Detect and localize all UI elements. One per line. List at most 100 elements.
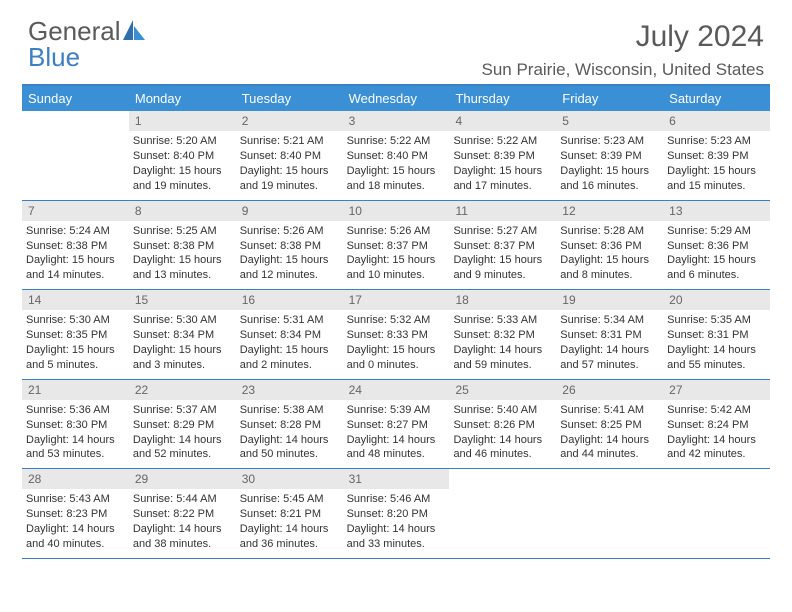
day-body: Sunrise: 5:30 AMSunset: 8:34 PMDaylight:… — [129, 310, 236, 378]
day-line-ss: Sunset: 8:30 PM — [26, 418, 125, 433]
day-cell: 13Sunrise: 5:29 AMSunset: 8:36 PMDayligh… — [663, 201, 770, 290]
day-line-d1: Daylight: 14 hours — [667, 433, 766, 448]
day-line-d1: Daylight: 15 hours — [667, 164, 766, 179]
day-line-d2: and 48 minutes. — [347, 447, 446, 462]
day-cell: 6Sunrise: 5:23 AMSunset: 8:39 PMDaylight… — [663, 111, 770, 200]
page-title: July 2024 — [636, 20, 764, 54]
day-line-sr: Sunrise: 5:35 AM — [667, 313, 766, 328]
day-line-ss: Sunset: 8:35 PM — [26, 328, 125, 343]
col-header-wednesday: Wednesday — [343, 86, 450, 111]
day-line-d1: Daylight: 14 hours — [133, 433, 232, 448]
day-cell: 8Sunrise: 5:25 AMSunset: 8:38 PMDaylight… — [129, 201, 236, 290]
day-line-ss: Sunset: 8:21 PM — [240, 507, 339, 522]
day-line-sr: Sunrise: 5:45 AM — [240, 492, 339, 507]
day-line-d1: Daylight: 14 hours — [133, 522, 232, 537]
day-line-d1: Daylight: 14 hours — [453, 433, 552, 448]
day-line-ss: Sunset: 8:31 PM — [667, 328, 766, 343]
day-number: 9 — [236, 201, 343, 221]
day-line-d1: Daylight: 14 hours — [26, 433, 125, 448]
day-line-ss: Sunset: 8:26 PM — [453, 418, 552, 433]
day-number: 22 — [129, 380, 236, 400]
day-line-d2: and 38 minutes. — [133, 537, 232, 552]
col-header-monday: Monday — [129, 86, 236, 111]
day-line-sr: Sunrise: 5:20 AM — [133, 134, 232, 149]
day-cell: 9Sunrise: 5:26 AMSunset: 8:38 PMDaylight… — [236, 201, 343, 290]
day-line-sr: Sunrise: 5:32 AM — [347, 313, 446, 328]
day-line-ss: Sunset: 8:40 PM — [240, 149, 339, 164]
day-line-d2: and 19 minutes. — [240, 179, 339, 194]
day-body: Sunrise: 5:39 AMSunset: 8:27 PMDaylight:… — [343, 400, 450, 468]
day-cell: 4Sunrise: 5:22 AMSunset: 8:39 PMDaylight… — [449, 111, 556, 200]
week-row: 7Sunrise: 5:24 AMSunset: 8:38 PMDaylight… — [22, 201, 770, 291]
day-line-ss: Sunset: 8:27 PM — [347, 418, 446, 433]
day-line-d2: and 46 minutes. — [453, 447, 552, 462]
day-line-d2: and 55 minutes. — [667, 358, 766, 373]
day-cell: 1Sunrise: 5:20 AMSunset: 8:40 PMDaylight… — [129, 111, 236, 200]
day-line-d2: and 17 minutes. — [453, 179, 552, 194]
day-body: Sunrise: 5:35 AMSunset: 8:31 PMDaylight:… — [663, 310, 770, 378]
logo-text-2: Blue — [28, 42, 80, 72]
day-line-d1: Daylight: 14 hours — [667, 343, 766, 358]
day-body: Sunrise: 5:43 AMSunset: 8:23 PMDaylight:… — [22, 489, 129, 557]
day-line-d1: Daylight: 15 hours — [240, 343, 339, 358]
day-line-d2: and 2 minutes. — [240, 358, 339, 373]
day-line-sr: Sunrise: 5:21 AM — [240, 134, 339, 149]
day-body: Sunrise: 5:24 AMSunset: 8:38 PMDaylight:… — [22, 221, 129, 289]
day-line-ss: Sunset: 8:31 PM — [560, 328, 659, 343]
col-header-sunday: Sunday — [22, 86, 129, 111]
day-body: Sunrise: 5:42 AMSunset: 8:24 PMDaylight:… — [663, 400, 770, 468]
day-line-ss: Sunset: 8:39 PM — [667, 149, 766, 164]
day-line-d1: Daylight: 15 hours — [26, 253, 125, 268]
day-cell: 28Sunrise: 5:43 AMSunset: 8:23 PMDayligh… — [22, 469, 129, 558]
day-number: 26 — [556, 380, 663, 400]
day-number: 16 — [236, 290, 343, 310]
day-body: Sunrise: 5:26 AMSunset: 8:37 PMDaylight:… — [343, 221, 450, 289]
day-line-d2: and 44 minutes. — [560, 447, 659, 462]
day-cell — [663, 469, 770, 558]
day-cell: 30Sunrise: 5:45 AMSunset: 8:21 PMDayligh… — [236, 469, 343, 558]
day-line-ss: Sunset: 8:20 PM — [347, 507, 446, 522]
day-line-ss: Sunset: 8:33 PM — [347, 328, 446, 343]
day-number: 21 — [22, 380, 129, 400]
day-line-ss: Sunset: 8:39 PM — [560, 149, 659, 164]
day-line-d1: Daylight: 15 hours — [560, 164, 659, 179]
day-number: 17 — [343, 290, 450, 310]
day-line-d2: and 16 minutes. — [560, 179, 659, 194]
day-line-d2: and 0 minutes. — [347, 358, 446, 373]
day-cell: 14Sunrise: 5:30 AMSunset: 8:35 PMDayligh… — [22, 290, 129, 379]
day-line-sr: Sunrise: 5:41 AM — [560, 403, 659, 418]
day-line-d1: Daylight: 14 hours — [347, 522, 446, 537]
col-header-tuesday: Tuesday — [236, 86, 343, 111]
day-cell: 5Sunrise: 5:23 AMSunset: 8:39 PMDaylight… — [556, 111, 663, 200]
day-line-sr: Sunrise: 5:42 AM — [667, 403, 766, 418]
day-body: Sunrise: 5:36 AMSunset: 8:30 PMDaylight:… — [22, 400, 129, 468]
day-body: Sunrise: 5:31 AMSunset: 8:34 PMDaylight:… — [236, 310, 343, 378]
day-cell: 7Sunrise: 5:24 AMSunset: 8:38 PMDaylight… — [22, 201, 129, 290]
week-row: 1Sunrise: 5:20 AMSunset: 8:40 PMDaylight… — [22, 111, 770, 201]
day-body: Sunrise: 5:41 AMSunset: 8:25 PMDaylight:… — [556, 400, 663, 468]
day-line-d2: and 9 minutes. — [453, 268, 552, 283]
day-line-d2: and 36 minutes. — [240, 537, 339, 552]
day-line-d1: Daylight: 15 hours — [347, 253, 446, 268]
day-number: 23 — [236, 380, 343, 400]
logo: General Blue — [28, 18, 145, 70]
day-cell: 12Sunrise: 5:28 AMSunset: 8:36 PMDayligh… — [556, 201, 663, 290]
day-line-sr: Sunrise: 5:31 AM — [240, 313, 339, 328]
day-line-d1: Daylight: 15 hours — [240, 253, 339, 268]
day-cell: 22Sunrise: 5:37 AMSunset: 8:29 PMDayligh… — [129, 380, 236, 469]
day-line-ss: Sunset: 8:24 PM — [667, 418, 766, 433]
day-line-d2: and 59 minutes. — [453, 358, 552, 373]
day-cell: 23Sunrise: 5:38 AMSunset: 8:28 PMDayligh… — [236, 380, 343, 469]
day-line-ss: Sunset: 8:22 PM — [133, 507, 232, 522]
day-cell — [449, 469, 556, 558]
day-line-d2: and 13 minutes. — [133, 268, 232, 283]
day-cell: 31Sunrise: 5:46 AMSunset: 8:20 PMDayligh… — [343, 469, 450, 558]
calendar-header-row: SundayMondayTuesdayWednesdayThursdayFrid… — [22, 86, 770, 111]
day-line-d2: and 10 minutes. — [347, 268, 446, 283]
day-number: 3 — [343, 111, 450, 131]
day-line-d2: and 57 minutes. — [560, 358, 659, 373]
day-line-sr: Sunrise: 5:37 AM — [133, 403, 232, 418]
day-body: Sunrise: 5:46 AMSunset: 8:20 PMDaylight:… — [343, 489, 450, 557]
day-line-ss: Sunset: 8:37 PM — [453, 239, 552, 254]
day-line-d1: Daylight: 14 hours — [240, 433, 339, 448]
